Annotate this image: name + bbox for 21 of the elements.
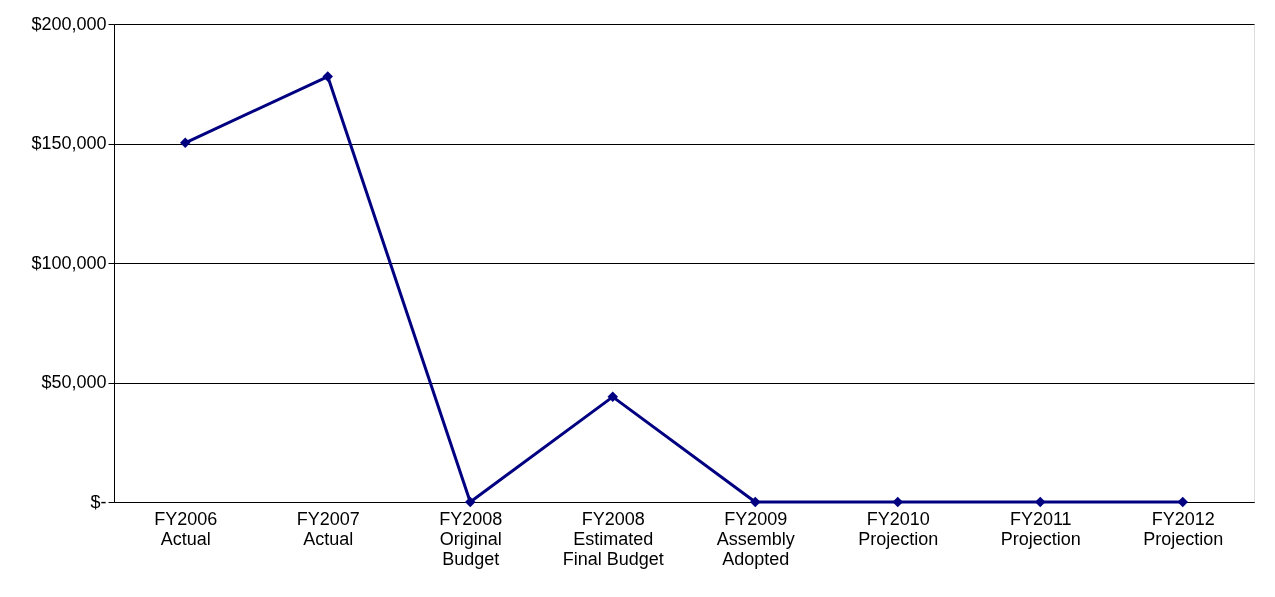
x-tick-label: FY2012 Projection: [1143, 508, 1224, 549]
point: [1035, 496, 1046, 508]
point: [322, 71, 333, 82]
x-tick-label: FY2010 Projection: [858, 508, 939, 549]
x-tick-label: FY2011 Projection: [1000, 508, 1081, 549]
y-tick-label: $100,000: [31, 252, 107, 273]
point: [892, 496, 903, 508]
x-tick-label: FY2007 Actual: [296, 508, 360, 549]
y-tick-label: $50,000: [41, 372, 107, 392]
x-tick-label: FY2009 Assembly Adopted: [716, 508, 795, 569]
y-tick-label: $-: [90, 491, 107, 512]
point: [750, 496, 761, 508]
y-tick-label: $200,000: [31, 13, 107, 34]
point: [180, 137, 191, 149]
x-tick-label: FY2008 Estimated Final Budget: [562, 508, 664, 569]
y-tick-label: $150,000: [31, 133, 107, 153]
point: [1177, 496, 1188, 508]
point: [607, 391, 618, 403]
x-tick-label: FY2008 Original Budget: [439, 508, 503, 569]
x-tick-label: FY2006 Actual: [154, 508, 218, 549]
point: [465, 496, 476, 508]
